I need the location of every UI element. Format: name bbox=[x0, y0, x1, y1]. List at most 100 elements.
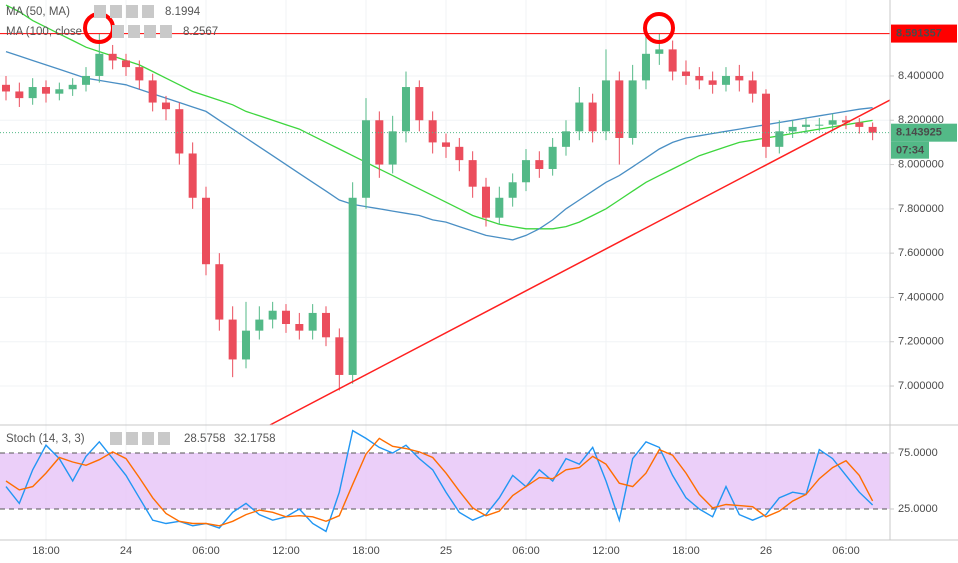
candle-body bbox=[721, 75, 730, 85]
candle-body bbox=[388, 131, 397, 165]
stoch-band bbox=[0, 452, 890, 509]
candle-body bbox=[441, 142, 450, 147]
candle-body bbox=[535, 160, 544, 169]
candle-body bbox=[735, 75, 744, 81]
stoch-title: Stoch (14, 3, 3) bbox=[6, 433, 85, 445]
x-tick-label: 18:00 bbox=[352, 545, 380, 557]
candle-body bbox=[215, 264, 224, 320]
legend-ma100: MA (100, close bbox=[6, 26, 82, 38]
candle-body bbox=[415, 87, 424, 121]
candle-body bbox=[28, 87, 37, 99]
candle-body bbox=[868, 126, 877, 133]
trend-line bbox=[269, 99, 891, 426]
candle-body bbox=[175, 109, 184, 154]
candle-body bbox=[361, 120, 370, 198]
candle-body bbox=[588, 102, 597, 132]
candle-body bbox=[41, 87, 50, 94]
candle-body bbox=[708, 80, 717, 85]
y-tick-label: 7.400000 bbox=[898, 291, 944, 303]
x-tick-label: 26 bbox=[760, 545, 772, 557]
x-tick-label: 12:00 bbox=[592, 545, 620, 557]
stoch-line bbox=[5, 437, 874, 527]
y-tick-label: 7.800000 bbox=[898, 203, 944, 215]
x-tick-label: 12:00 bbox=[272, 545, 300, 557]
candle-body bbox=[788, 126, 797, 132]
price-level-tag bbox=[891, 24, 957, 43]
candle-body bbox=[575, 102, 584, 132]
y-tick-label: 7.600000 bbox=[898, 247, 944, 259]
y-tick-label: 7.000000 bbox=[898, 380, 944, 392]
candle-body bbox=[335, 337, 344, 375]
candle-body bbox=[428, 120, 437, 143]
candle-body bbox=[681, 71, 690, 76]
stoch-line bbox=[5, 429, 874, 533]
x-tick-label: 24 bbox=[120, 545, 132, 557]
y-tick-label: 75.0000 bbox=[898, 447, 938, 459]
candle-body bbox=[228, 319, 237, 360]
candle-body bbox=[148, 80, 157, 103]
x-tick-label: 25 bbox=[440, 545, 452, 557]
candle-body bbox=[481, 186, 490, 218]
legend-ma50-value: 8.1994 bbox=[165, 6, 201, 18]
last-price-tag bbox=[891, 123, 957, 142]
candle-body bbox=[81, 75, 90, 85]
candle-body bbox=[695, 75, 704, 81]
candle-body bbox=[241, 330, 250, 360]
candle-body bbox=[521, 160, 530, 183]
candle-body bbox=[68, 84, 77, 90]
candle-body bbox=[628, 80, 637, 138]
y-tick-label: 25.0000 bbox=[898, 503, 938, 515]
candle-body bbox=[401, 87, 410, 132]
axes: 18:00 24 06:00 12:00 18:00 25 06:00 12:00 18:00 2… bbox=[32, 24, 957, 557]
candle-body bbox=[855, 122, 864, 127]
candle-body bbox=[15, 91, 24, 99]
candle-body bbox=[815, 124, 824, 126]
y-tick-label: 8.400000 bbox=[898, 70, 944, 82]
x-tick-label: 06:00 bbox=[192, 545, 220, 557]
candle-body bbox=[668, 49, 677, 72]
candle-body bbox=[95, 53, 104, 76]
moving-average-line bbox=[5, 4, 873, 230]
candle-body bbox=[548, 146, 557, 169]
candle-body bbox=[2, 84, 10, 92]
legend-ma50: MA (50, MA) bbox=[6, 6, 70, 18]
candle-body bbox=[828, 120, 837, 125]
candle-body bbox=[268, 310, 277, 320]
candle-body bbox=[508, 182, 517, 198]
candle-body bbox=[375, 120, 384, 165]
candle-body bbox=[321, 312, 330, 338]
candle-body bbox=[615, 80, 624, 138]
candle-body bbox=[281, 310, 290, 325]
candle-body bbox=[201, 197, 210, 265]
last-price-label: 8.143925 bbox=[896, 127, 942, 139]
candle-body bbox=[841, 120, 850, 123]
countdown-tag bbox=[891, 141, 929, 159]
candle-body bbox=[748, 80, 757, 94]
candle-body bbox=[468, 160, 477, 187]
candle-body bbox=[121, 60, 130, 68]
candle-body bbox=[308, 312, 317, 331]
candle-body bbox=[561, 131, 570, 147]
candle-body bbox=[188, 153, 197, 198]
x-tick-label: 18:00 bbox=[32, 545, 60, 557]
legend-stoch-k: 28.5758 bbox=[184, 433, 226, 445]
candle-body bbox=[161, 102, 170, 110]
stoch-pane bbox=[0, 429, 890, 533]
y-tick-label: 8.000000 bbox=[898, 158, 944, 170]
candle-body bbox=[601, 80, 610, 132]
x-tick-label: 06:00 bbox=[512, 545, 540, 557]
candle-body bbox=[135, 67, 144, 81]
peak-marker bbox=[643, 12, 675, 44]
candle-body bbox=[108, 53, 117, 61]
candle-body bbox=[801, 124, 810, 127]
candle-body bbox=[655, 49, 664, 54]
candle-body bbox=[348, 197, 357, 375]
candle-body bbox=[55, 89, 64, 94]
candle-body bbox=[775, 131, 784, 147]
x-tick-label: 18:00 bbox=[672, 545, 700, 557]
countdown-label: 07:34 bbox=[896, 145, 925, 157]
legend-buttons bbox=[94, 5, 172, 445]
legend-ma100-value: 8.2567 bbox=[183, 26, 218, 38]
candle-body bbox=[641, 53, 650, 81]
